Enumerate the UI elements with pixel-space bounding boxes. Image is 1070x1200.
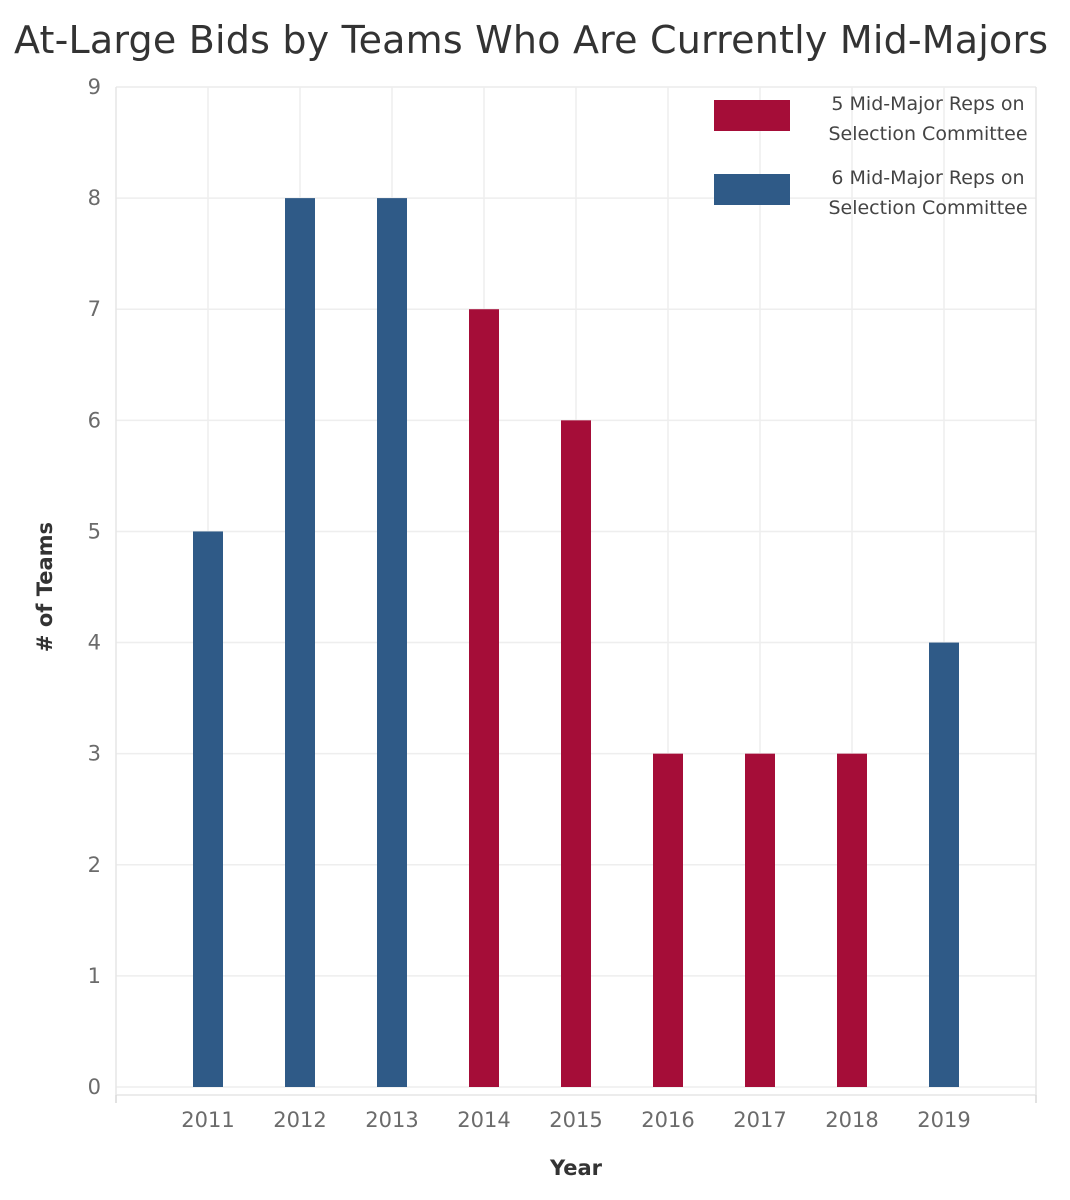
y-tick-label: 0	[88, 1075, 101, 1099]
y-tick-label: 4	[88, 631, 101, 655]
bar-2019[interactable]	[929, 642, 959, 1087]
legend-swatch	[714, 174, 790, 205]
y-tick-label: 3	[88, 742, 101, 766]
bar-2015[interactable]	[561, 420, 591, 1087]
x-tick-label: 2016	[641, 1108, 694, 1132]
x-tick-label: 2013	[365, 1108, 418, 1132]
bar-2013[interactable]	[377, 198, 407, 1088]
legend-label: 6 Mid-Major Reps on	[831, 167, 1024, 189]
chart-title: At-Large Bids by Teams Who Are Currently…	[14, 18, 1049, 62]
bar-2017[interactable]	[745, 753, 775, 1087]
y-tick-label: 1	[88, 964, 101, 988]
x-axis-title: Year	[549, 1156, 603, 1180]
grid-lines: 0 1 2 3 4 5 6 7 8 9	[88, 75, 1037, 1103]
legend-label: 5 Mid-Major Reps on	[831, 93, 1024, 115]
x-tick-label: 2019	[917, 1108, 970, 1132]
bars: 2011 2012 2013 2014 2015 2016 2017 2018 2019	[181, 198, 971, 1132]
bar-2011[interactable]	[193, 531, 223, 1087]
bar-2014[interactable]	[469, 309, 499, 1087]
bar-2012[interactable]	[285, 198, 315, 1088]
legend: 5 Mid-Major Reps on Selection Committee 6 …	[714, 93, 1028, 219]
axes: Year # of Teams	[33, 522, 603, 1180]
x-tick-label: 2012	[273, 1108, 326, 1132]
legend-label: Selection Committee	[828, 197, 1027, 219]
bar-2018[interactable]	[837, 753, 867, 1087]
x-tick-label: 2018	[825, 1108, 878, 1132]
legend-swatch	[714, 100, 790, 131]
bar-2016[interactable]	[653, 753, 683, 1087]
x-tick-label: 2017	[733, 1108, 786, 1132]
y-axis-title: # of Teams	[33, 522, 57, 652]
y-tick-label: 9	[88, 75, 101, 99]
x-tick-label: 2014	[457, 1108, 510, 1132]
y-tick-label: 7	[88, 297, 101, 321]
y-tick-label: 5	[88, 519, 101, 543]
x-tick-label: 2011	[181, 1108, 234, 1132]
x-tick-label: 2015	[549, 1108, 602, 1132]
y-tick-label: 6	[88, 408, 101, 432]
y-tick-label: 8	[88, 186, 101, 210]
y-tick-label: 2	[88, 853, 101, 877]
legend-label: Selection Committee	[828, 123, 1027, 145]
